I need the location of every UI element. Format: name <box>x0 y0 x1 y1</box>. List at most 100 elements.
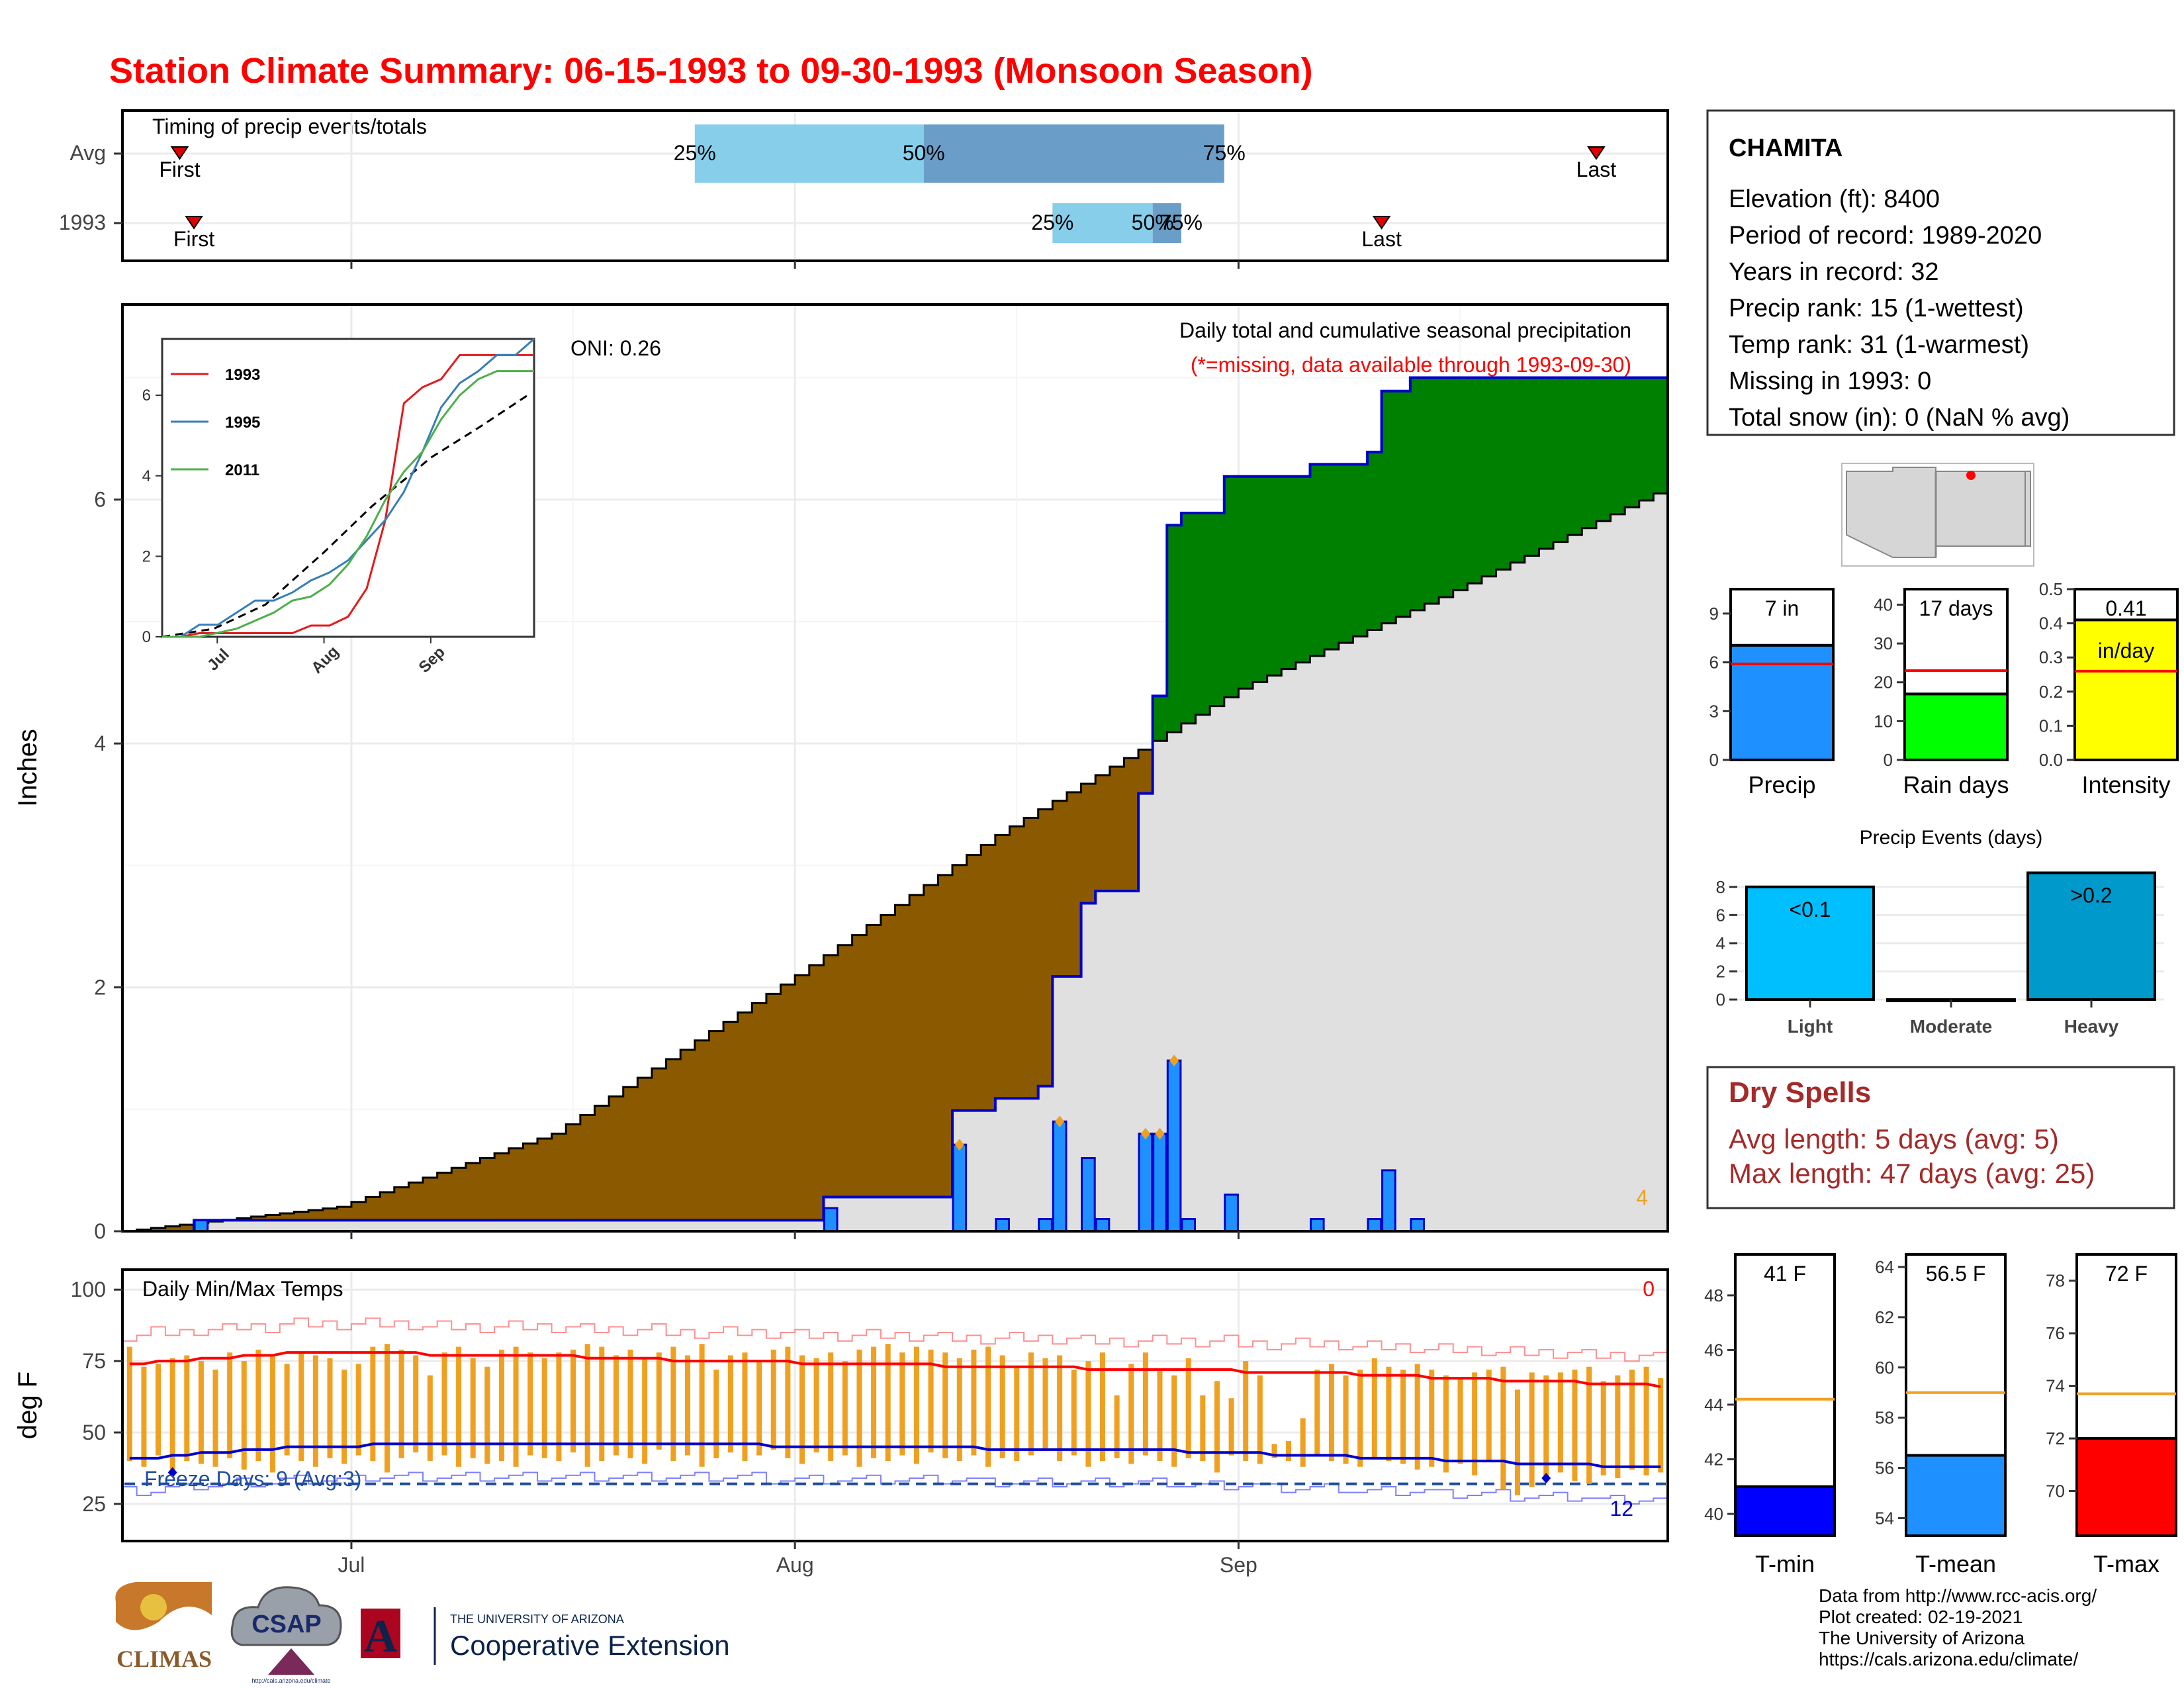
inset-average-line <box>161 392 531 638</box>
freeze-day-marker <box>167 1467 177 1478</box>
daily-temp-range-bar <box>1028 1352 1034 1456</box>
summary-bar-tick-label: 0.3 <box>2039 647 2063 667</box>
deficit-area <box>594 1105 610 1221</box>
daily-temp-range-bar <box>184 1355 190 1462</box>
summary-bar-label: Intensity <box>2081 771 2170 798</box>
deficit-area <box>938 874 953 1197</box>
precip-y-tick-label: 2 <box>94 976 106 1000</box>
deficit-area <box>1081 783 1096 904</box>
surplus-area <box>1625 377 1640 508</box>
temp-bar-tick-label: 72 <box>2046 1429 2065 1448</box>
daily-temp-range-bar <box>1099 1352 1105 1462</box>
station-info-line: Precip rank: 15 (1-wettest) <box>1729 295 2024 322</box>
daily-temp-range-bar <box>1514 1389 1520 1495</box>
daily-temp-range-bar <box>284 1364 290 1456</box>
surplus-area <box>1596 377 1612 522</box>
daily-temp-range-bar <box>1500 1366 1506 1490</box>
daily-precip-bar <box>1052 1120 1068 1233</box>
station-name: CHAMITA <box>1729 134 1843 162</box>
daily-temp-range-bar <box>1643 1366 1649 1476</box>
events-x-tick-label: Heavy <box>2064 1016 2119 1037</box>
timing-last-marker <box>1372 216 1391 230</box>
daily-temp-range-bar <box>1572 1370 1578 1481</box>
deficit-area <box>852 935 867 1197</box>
dry-spells-max: Max length: 47 days (avg: 25) <box>1729 1158 2095 1189</box>
summary-bar-tick-label: 0.4 <box>2039 614 2063 633</box>
csap-logo: CSAP http://cals.arizona.edu/climate <box>230 1586 342 1684</box>
inset-series-line-1993 <box>162 353 534 638</box>
daily-temp-range-bar <box>370 1346 376 1462</box>
deficit-area <box>1038 809 1053 1086</box>
summary-bar-frame <box>1903 588 2009 696</box>
surplus-area <box>1567 377 1582 536</box>
daily-temp-range-bar <box>685 1355 691 1456</box>
daily-temp-range-bar <box>341 1370 347 1464</box>
temp-bar-label: T-mean <box>1915 1550 1996 1577</box>
summary-bar-tick-label: 9 <box>1709 604 1719 624</box>
surplus-area <box>1210 513 1225 706</box>
events-x-tick-label: Moderate <box>1910 1016 1992 1037</box>
deficit-area <box>165 1226 180 1231</box>
daily-temp-range-bar <box>1171 1375 1177 1467</box>
events-y-tick-label: 0 <box>1716 990 1725 1009</box>
daily-temp-range-bar <box>1014 1366 1020 1462</box>
deficit-area <box>551 1133 567 1221</box>
daily-temp-range-bar <box>1457 1378 1463 1464</box>
timing-box-upper <box>1152 203 1181 243</box>
events-y-tick-label: 8 <box>1716 877 1725 897</box>
daily-temp-range-bar <box>527 1352 533 1456</box>
timing-row-label-1993: 1993 <box>59 211 106 234</box>
dry-spells-frame <box>1706 1066 2175 1209</box>
deficit-area <box>981 845 996 1111</box>
summary-bar-tick-label: 0 <box>1884 750 1893 770</box>
events-y-tick-label: 6 <box>1716 905 1725 925</box>
events-x-tick-label: Light <box>1788 1016 1833 1037</box>
daily-temp-range-bar <box>327 1358 333 1458</box>
timing-box-lower <box>1052 203 1153 243</box>
events-bar-Heavy <box>2026 871 2156 1001</box>
temp-bar-tick-label: 76 <box>2046 1323 2065 1343</box>
deficit-area <box>437 1172 452 1221</box>
temp-y-tick-label: 100 <box>71 1278 106 1301</box>
timing-pct50-label: 50% <box>1132 211 1174 234</box>
record-max-line <box>122 1317 1668 1362</box>
daily-temp-range-bar <box>642 1358 648 1464</box>
station-location-marker <box>1966 471 1976 480</box>
daily-temp-range-bar <box>1314 1370 1320 1456</box>
surplus-area <box>1267 476 1282 676</box>
events-y-tick-label: 4 <box>1716 933 1725 953</box>
deficit-area <box>1009 826 1024 1099</box>
daily-temp-range-bar <box>999 1355 1005 1458</box>
timing-pct75-label: 75% <box>1203 141 1246 165</box>
x-axis-tick-label: Sep <box>1220 1553 1257 1577</box>
precip-y-tick-label: 6 <box>94 488 106 512</box>
daily-precip-bar <box>1166 1059 1182 1233</box>
deficit-area <box>895 905 910 1197</box>
surplus-area <box>1381 391 1396 624</box>
surplus-area <box>1410 377 1425 610</box>
daily-temp-range-bar <box>1142 1352 1148 1456</box>
summary-bar-sublabel: in/day <box>2098 639 2154 663</box>
precip-events-title: Precip Events (days) <box>1860 827 2043 849</box>
daily-temp-range-bar <box>785 1346 791 1458</box>
temp-bar-tick-label: 54 <box>1875 1508 1894 1528</box>
deficit-area <box>995 835 1010 1099</box>
summary-bar-value: 17 days <box>1919 596 1993 620</box>
daily-temp-range-bar <box>470 1358 476 1458</box>
daily-temp-range-bar <box>1114 1395 1120 1458</box>
deficit-area <box>780 984 796 1221</box>
min-count-label: 12 <box>1610 1497 1633 1521</box>
deficit-area <box>666 1058 681 1221</box>
temp-y-tick-label: 75 <box>82 1349 106 1373</box>
temp-bar-tick-label: 44 <box>1704 1395 1723 1415</box>
temp-y-tick-label: 25 <box>82 1492 106 1516</box>
temp-panel-frame <box>121 1268 1669 1542</box>
station-info-line: Missing in 1993: 0 <box>1729 367 1931 395</box>
dry-spells-avg: Avg length: 5 days (avg: 5) <box>1729 1123 2059 1154</box>
surplus-area <box>1181 513 1197 724</box>
timing-pct25-label: 25% <box>1031 211 1073 234</box>
surplus-area <box>1152 696 1167 741</box>
daily-temp-range-bar <box>1185 1358 1191 1458</box>
average-max-line <box>129 1351 1661 1388</box>
